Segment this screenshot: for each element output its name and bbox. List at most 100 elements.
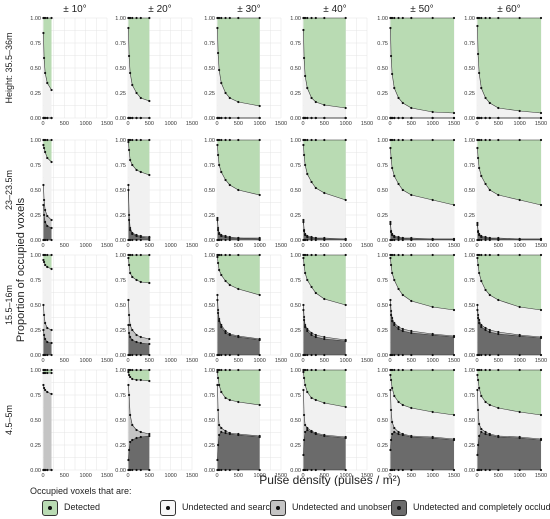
data-point (389, 263, 393, 267)
legend-swatch-detected (42, 500, 58, 516)
data-point (139, 238, 142, 242)
data-point (258, 468, 261, 472)
data-point (224, 431, 227, 435)
x-tick-label: 0 (388, 121, 391, 127)
data-point (539, 468, 543, 472)
data-point (497, 353, 500, 357)
panel-r2-c5: 0.00 0.25 0.50 0.75 1.00 0 500 1000 1500 (464, 253, 547, 364)
y-axis-label: Proportion of occupied voxels (15, 197, 27, 342)
y-tick-label: 0.25 (464, 328, 475, 334)
data-point (314, 16, 317, 20)
data-point (410, 406, 413, 410)
data-point (228, 96, 231, 100)
data-point (314, 253, 317, 257)
data-point (224, 235, 227, 239)
data-point (46, 368, 49, 372)
y-tick-label: 0.75 (115, 163, 126, 169)
x-tick-label: 0 (215, 473, 218, 479)
data-point (302, 153, 306, 157)
area-detected (43, 140, 52, 162)
y-tick-label: 0.25 (115, 213, 126, 219)
data-point (220, 273, 223, 277)
y-tick-label: 0.50 (464, 418, 475, 424)
data-point (431, 253, 434, 257)
x-tick-label: 1000 (340, 358, 352, 364)
data-point (44, 263, 47, 267)
y-tick-label: 0.00 (377, 353, 388, 359)
data-point (478, 116, 481, 120)
data-point (42, 313, 46, 317)
y-tick-label: 0.00 (30, 116, 41, 122)
boundary-line-unobserved (303, 389, 346, 438)
data-point (310, 368, 313, 372)
data-point (304, 353, 307, 357)
y-tick-label: 1.00 (115, 138, 126, 144)
data-point (484, 16, 487, 20)
column-header-1: ± 20° (148, 4, 171, 15)
data-point (46, 326, 49, 330)
y-tick-label: 1.00 (204, 368, 215, 374)
area-detected (390, 370, 454, 415)
data-point (410, 468, 413, 472)
y-tick-label: 0.75 (377, 41, 388, 47)
x-tick-label: 1000 (514, 358, 526, 364)
y-tick-label: 0.50 (464, 66, 475, 72)
data-point (42, 56, 46, 60)
data-point (393, 253, 396, 257)
data-point (397, 96, 400, 100)
data-point (129, 271, 132, 275)
data-point (135, 138, 138, 142)
data-point (237, 353, 240, 357)
area-searched (217, 145, 260, 238)
area-searched (477, 375, 541, 439)
data-point (393, 368, 396, 372)
y-tick-label: 0.75 (377, 393, 388, 399)
data-point (484, 96, 487, 100)
y-tick-label: 0.50 (290, 418, 301, 424)
area-searched (477, 26, 541, 118)
data-point (44, 468, 47, 472)
y-tick-label: 0.00 (290, 116, 301, 122)
y-tick-label: 0.25 (115, 91, 126, 97)
data-point (127, 188, 130, 192)
data-point (44, 220, 47, 224)
data-point (488, 16, 491, 20)
data-point (306, 172, 309, 176)
data-point (410, 16, 413, 20)
data-point (518, 305, 521, 309)
data-point (389, 448, 392, 452)
y-tick-label: 1.00 (377, 368, 388, 374)
data-point (304, 253, 307, 257)
y-tick-label: 0.50 (204, 66, 215, 72)
data-point (218, 468, 221, 472)
data-point (131, 275, 134, 279)
data-point (42, 333, 46, 337)
data-point (237, 468, 240, 472)
data-point (216, 218, 219, 222)
data-point (302, 388, 305, 392)
panel-r1-c3: 0.00 0.25 0.50 0.75 1.00 0 500 1000 1500 (290, 138, 373, 249)
y-tick-label: 0.25 (464, 213, 475, 219)
x-tick-label: 1500 (186, 358, 198, 364)
y-tick-label: 0.50 (204, 188, 215, 194)
data-point (310, 333, 313, 337)
data-point (306, 468, 309, 472)
data-point (306, 238, 309, 242)
data-point (452, 353, 456, 357)
data-point (258, 338, 261, 342)
x-tick-label: 1500 (101, 121, 113, 127)
data-point (452, 253, 456, 257)
y-tick-label: 0.25 (30, 443, 41, 449)
data-point (476, 316, 480, 320)
y-tick-label: 0.75 (30, 163, 41, 169)
boundary-line-searched (217, 256, 260, 296)
y-tick-label: 0.00 (290, 238, 301, 244)
x-tick-label: 1000 (340, 243, 352, 249)
data-point (401, 293, 404, 297)
x-tick-label: 500 (407, 243, 416, 249)
data-point (314, 116, 317, 120)
y-tick-label: 0.00 (290, 468, 301, 474)
data-point (127, 383, 130, 387)
data-point (431, 16, 434, 20)
data-point (397, 253, 400, 257)
